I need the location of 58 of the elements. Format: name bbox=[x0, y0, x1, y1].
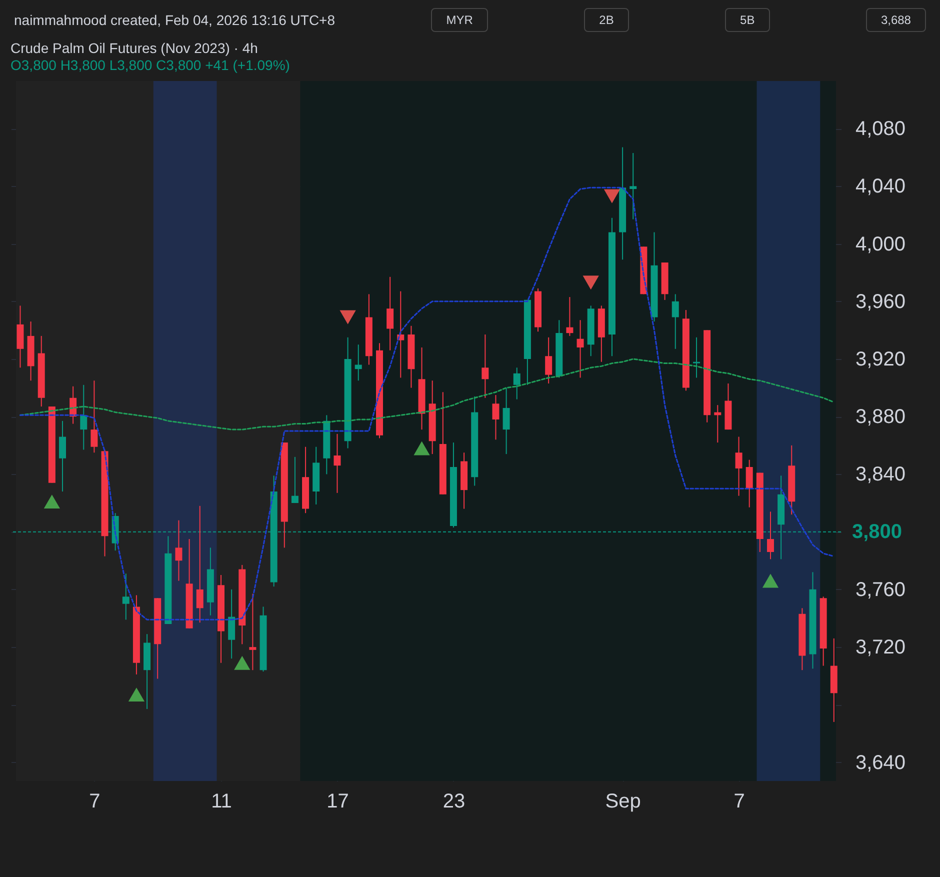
y-tick-label: 3,840 bbox=[856, 464, 906, 486]
point bbox=[762, 574, 779, 588]
x-tick-label: 7 bbox=[734, 790, 745, 812]
candlestick bbox=[545, 336, 552, 384]
point bbox=[340, 310, 356, 324]
point bbox=[234, 656, 250, 670]
text: MYR bbox=[431, 8, 488, 32]
candlestick bbox=[492, 394, 500, 440]
candlestick bbox=[513, 367, 520, 400]
candlestick bbox=[566, 296, 574, 336]
text: naimmahmood created, Feb 04, 2026 13:16 UTC+8 bbox=[14, 12, 336, 28]
text: 3,688 bbox=[866, 8, 926, 32]
candlestick bbox=[228, 588, 236, 660]
chart-subtitle: O3,800 H3,800 L3,800 C3,800 +41 (+1.09%) bbox=[10, 57, 290, 73]
candlestick bbox=[693, 336, 700, 378]
candlestick bbox=[291, 456, 298, 504]
ref-line-label: 3,800 bbox=[852, 520, 902, 543]
candlestick bbox=[249, 593, 256, 671]
x-tick-label: Sep bbox=[605, 790, 641, 812]
y-tick-label: 3,920 bbox=[856, 348, 906, 370]
chart-title: Crude Palm Oil Futures (Nov 2023) · 4h bbox=[10, 40, 258, 56]
candlestick bbox=[735, 436, 742, 496]
candlestick bbox=[746, 459, 753, 508]
x-tick-label: 11 bbox=[211, 790, 232, 812]
candlestick bbox=[630, 152, 637, 220]
candlestick bbox=[502, 387, 510, 455]
candlestick bbox=[334, 433, 341, 494]
line-series bbox=[19, 358, 835, 430]
candlestick bbox=[576, 320, 584, 378]
candlestick bbox=[386, 276, 394, 351]
candlestick bbox=[122, 573, 130, 620]
point bbox=[604, 189, 620, 204]
x-tick-label: 23 bbox=[442, 790, 466, 812]
y-tick-label: 3,760 bbox=[856, 578, 906, 601]
y-tick-label: 3,640 bbox=[856, 752, 906, 774]
y-tick-label: 4,080 bbox=[856, 118, 906, 140]
candlestick bbox=[672, 294, 679, 350]
y-tick-label: 4,040 bbox=[856, 176, 906, 198]
point bbox=[582, 276, 599, 290]
point bbox=[128, 688, 145, 702]
point bbox=[44, 494, 60, 509]
candlestick bbox=[58, 420, 66, 492]
y-tick-label: 3,960 bbox=[856, 290, 906, 313]
text: 2B bbox=[584, 8, 629, 32]
candlestick bbox=[90, 380, 98, 454]
y-tick-label: 3,720 bbox=[856, 636, 906, 659]
candlestick bbox=[80, 384, 88, 450]
candlestick bbox=[196, 505, 204, 624]
candlestick bbox=[354, 344, 362, 382]
x-tick-label: 7 bbox=[89, 790, 100, 812]
candlestick bbox=[766, 511, 774, 560]
candlestick bbox=[482, 334, 489, 398]
candlestick bbox=[175, 520, 182, 582]
point bbox=[414, 441, 430, 456]
y-tick-label: 3,880 bbox=[856, 406, 906, 428]
x-tick-label: 17 bbox=[326, 790, 349, 812]
text: 5B bbox=[725, 8, 770, 32]
y-tick-label: 4,000 bbox=[856, 233, 906, 256]
